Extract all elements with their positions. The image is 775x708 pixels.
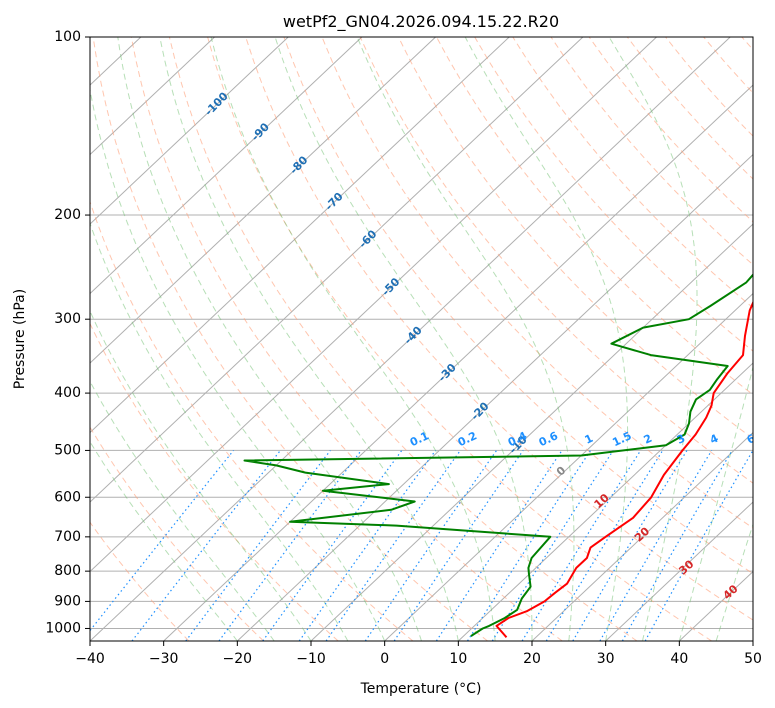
moist-adiabat <box>90 380 275 641</box>
axes: −40 −30 −20 −10 0 10 20 30 40 50 1000 900 800 700 600 5… <box>45 29 762 667</box>
moist-adiabat <box>90 309 312 641</box>
dry-adiabat <box>283 37 753 575</box>
plot-frame <box>89 36 754 642</box>
dry-adiabat <box>90 426 264 641</box>
isotherm-line <box>90 37 731 641</box>
mixing-ratio-line <box>521 450 642 641</box>
y-tick-label: 400 <box>54 385 81 401</box>
x-tick-label: −30 <box>149 651 179 667</box>
y-tick-label: 500 <box>54 442 81 458</box>
isotherm-line <box>90 37 215 156</box>
y-axis-title: Pressure (hPa) <box>12 289 28 389</box>
moist-adiabat <box>90 440 238 641</box>
moist-adiabat <box>117 37 422 641</box>
mixing-ratio-line <box>572 450 688 641</box>
dry-adiabat <box>92 37 488 641</box>
x-axis-title: Temperature (°C) <box>360 681 482 697</box>
dry-adiabat <box>359 37 753 484</box>
moist-adiabat <box>715 522 753 641</box>
x-tick-label: 0 <box>380 651 389 667</box>
dry-adiabat <box>207 37 712 641</box>
dry-adiabat <box>90 322 339 641</box>
isotherm-line <box>605 501 753 641</box>
mixing-ratio-line <box>185 450 331 641</box>
isotherm-line <box>90 37 289 225</box>
y-tick-label: 100 <box>54 29 81 45</box>
moist-adiabat <box>90 221 349 641</box>
isotherm-line <box>90 37 436 364</box>
moist-adiabat <box>90 87 386 641</box>
mixing-ratio-line <box>90 450 234 632</box>
moist-adiabat <box>464 37 629 641</box>
mixing-ratio-line <box>435 450 563 641</box>
mixing-ratio-line <box>393 450 524 641</box>
isotherm-line <box>90 37 510 434</box>
dewpoint-profile <box>243 273 753 637</box>
dry-adiabat <box>474 37 753 352</box>
dry-adiabat <box>512 37 753 309</box>
dry-adiabat <box>90 200 414 641</box>
dry-adiabat <box>436 37 753 396</box>
mixing-ratio-line <box>364 450 498 641</box>
mixing-ratio-line <box>545 450 664 641</box>
moist-adiabat <box>210 37 496 641</box>
isotherm-line <box>90 37 584 503</box>
isotherm-line <box>163 84 753 641</box>
x-tick-label: −10 <box>296 651 326 667</box>
y-tick-label: 1000 <box>45 620 81 636</box>
x-tick-label: 40 <box>670 651 688 667</box>
moist-adiabat <box>159 37 459 641</box>
moist-adiabat <box>608 37 698 641</box>
mixing-ratio-line <box>325 450 461 641</box>
dry-adiabat <box>245 37 753 621</box>
x-tick-label: −20 <box>223 651 253 667</box>
isotherm-line <box>384 292 753 641</box>
isotherm-line <box>90 37 363 295</box>
profile-lines <box>243 273 753 638</box>
moist-adiabat <box>274 37 533 641</box>
moist-adiabat <box>356 37 575 641</box>
y-tick-label: 900 <box>54 593 81 609</box>
isotherm-line <box>457 362 753 641</box>
mixing-ratio-line <box>466 450 592 641</box>
dry-adiabat <box>168 37 638 641</box>
isotherm-line <box>90 37 657 573</box>
y-tick-label: 200 <box>54 207 81 223</box>
y-tick-label: 700 <box>54 529 81 545</box>
moist-adiabat <box>678 365 753 641</box>
y-tick-label: 300 <box>54 311 81 327</box>
isotherm-line <box>310 223 753 641</box>
y-tick-label: 600 <box>54 489 81 505</box>
dry-adiabat <box>397 37 753 440</box>
dry-adiabat <box>321 37 753 529</box>
x-tick-label: −40 <box>75 651 105 667</box>
mixing-ratio-label: 6 <box>745 432 758 447</box>
isotherm-line <box>236 153 753 641</box>
x-tick-label: 20 <box>523 651 541 667</box>
mixing-ratio-line <box>298 450 437 641</box>
x-tick-label: 10 <box>449 651 467 667</box>
y-tick-label: 800 <box>54 563 81 579</box>
x-tick-label: 50 <box>744 651 762 667</box>
temperature-profile <box>495 300 753 638</box>
chart-title: wetPf2_GN04.2026.094.15.22.R20 <box>283 12 559 32</box>
x-tick-label: 30 <box>597 651 615 667</box>
isotherm-line <box>531 431 753 641</box>
